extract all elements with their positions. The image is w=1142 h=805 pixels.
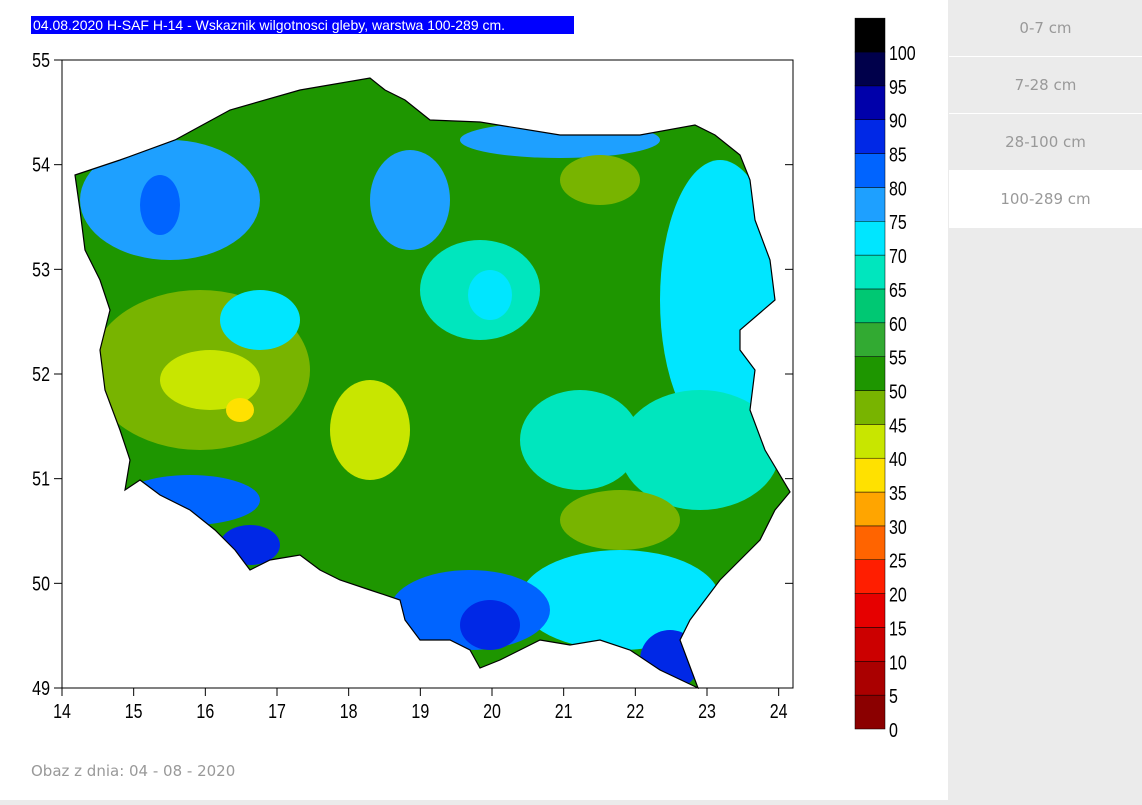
colorbar-label: 75 [889, 212, 907, 234]
x-tick-label: 15 [125, 700, 143, 722]
colorbar-label: 70 [889, 245, 907, 267]
footer-caption: Obaz z dnia: 04 - 08 - 2020 [31, 762, 236, 780]
colorbar-band [854, 457, 886, 493]
colorbar-band [854, 390, 886, 425]
depth-tab[interactable]: 0-7 cm [949, 0, 1142, 57]
colorbar-band [854, 661, 886, 696]
map-title: 04.08.2020 H-SAF H-14 - Wskaznik wilgotn… [33, 17, 505, 33]
colorbar-band [854, 288, 886, 324]
colorbar-label: 100 [889, 42, 916, 64]
colorbar-label: 80 [889, 178, 907, 200]
y-tick-label: 50 [32, 573, 50, 595]
title-background [31, 16, 574, 34]
y-tick-label: 52 [32, 363, 50, 385]
colorbar-label: 95 [889, 76, 907, 98]
y-tick-label: 53 [32, 259, 50, 281]
colorbar-band [854, 356, 886, 391]
x-tick-label: 23 [698, 700, 716, 722]
x-tick-label: 16 [196, 700, 214, 722]
colorbar-band [854, 424, 886, 459]
x-tick-label: 21 [555, 700, 573, 722]
main-area: 04.08.2020 H-SAF H-14 - Wskaznik wilgotn… [0, 0, 948, 800]
depth-tabs: 0-7 cm 7-28 cm 28-100 cm 100-289 cm [949, 0, 1142, 805]
colorbar-band [854, 187, 886, 222]
y-tick-label: 49 [32, 677, 50, 699]
colorbar-band [854, 221, 886, 256]
colorbar-label: 50 [889, 381, 907, 403]
y-tick-label: 51 [32, 468, 50, 490]
colorbar-band [854, 85, 886, 120]
colorbar-label: 45 [889, 415, 907, 437]
colorbar-band [854, 17, 886, 53]
x-tick-label: 20 [483, 700, 501, 722]
colorbar-label: 85 [889, 144, 907, 166]
colorbar-band [854, 254, 886, 290]
depth-tab[interactable]: 7-28 cm [949, 57, 1142, 114]
colorbar-label: 5 [889, 685, 898, 707]
colorbar-label: 35 [889, 482, 907, 504]
x-tick-label: 22 [626, 700, 644, 722]
y-tick-label: 55 [32, 49, 50, 71]
colorbar-band [854, 694, 886, 730]
colorbar-band [854, 593, 886, 628]
colorbar-band [854, 627, 886, 662]
colorbar-label: 30 [889, 516, 907, 538]
map-figure: 04.08.2020 H-SAF H-14 - Wskaznik wilgotn… [31, 16, 916, 741]
colorbar-label: 55 [889, 347, 907, 369]
depth-tab[interactable]: 28-100 cm [949, 114, 1142, 171]
colorbar-label: 15 [889, 618, 907, 640]
colorbar-label: 10 [889, 652, 907, 674]
x-tick-label: 18 [340, 700, 358, 722]
x-tick-label: 14 [53, 700, 71, 722]
x-tick-label: 19 [411, 700, 429, 722]
colorbar-band [854, 51, 886, 87]
y-tick-label: 54 [32, 154, 50, 176]
colorbar-label: 20 [889, 584, 907, 606]
colorbar-band [854, 322, 886, 357]
colorbar-band [854, 525, 886, 561]
colorbar-label: 60 [889, 313, 907, 335]
depth-tab[interactable]: 100-289 cm [949, 171, 1142, 228]
colorbar-band [854, 153, 886, 188]
colorbar-label: 90 [889, 110, 907, 132]
colorbar-band [854, 491, 886, 527]
colorbar-label: 40 [889, 449, 907, 471]
colorbar-band [854, 559, 886, 594]
colorbar-band [854, 119, 886, 154]
x-tick-label: 24 [770, 700, 788, 722]
colorbar-label: 0 [889, 719, 898, 741]
colorbar-label: 25 [889, 550, 907, 572]
x-tick-label: 17 [268, 700, 286, 722]
colorbar-label: 65 [889, 279, 907, 301]
